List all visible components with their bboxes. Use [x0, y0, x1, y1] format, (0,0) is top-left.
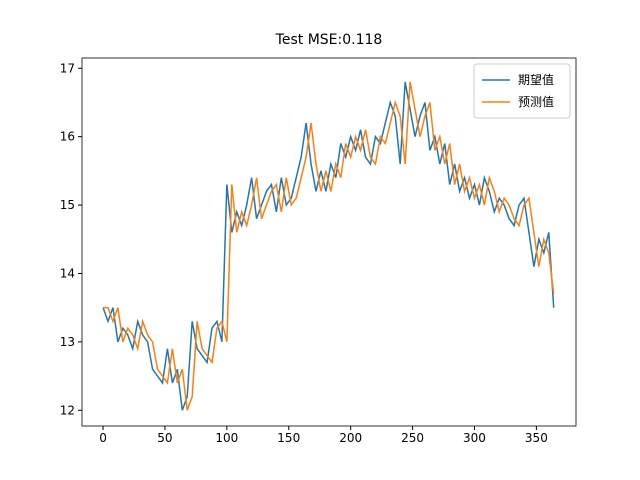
y-tick-label: 17	[60, 61, 75, 75]
x-tick-label: 100	[215, 431, 238, 445]
legend-label: 期望值	[518, 72, 554, 87]
chart-title: Test MSE:0.118	[275, 32, 383, 48]
x-tick-label: 50	[157, 431, 172, 445]
data-line	[102, 81, 555, 411]
x-tick-label: 300	[463, 431, 486, 445]
y-tick-label: 13	[60, 335, 75, 349]
data-line	[103, 81, 555, 411]
y-tick-label: 16	[60, 130, 75, 144]
legend-label: 预测值	[518, 94, 554, 109]
legend-box	[473, 63, 571, 119]
x-tick-label: 150	[277, 431, 300, 445]
x-tick-label: 200	[339, 431, 362, 445]
x-tick-label: 0	[99, 431, 107, 445]
plot-frame	[81, 57, 577, 427]
x-tick-label: 250	[401, 431, 424, 445]
y-tick-label: 15	[60, 198, 75, 212]
y-tick-label: 12	[60, 403, 75, 417]
x-tick-label: 350	[525, 431, 548, 445]
y-tick-label: 14	[60, 266, 75, 280]
